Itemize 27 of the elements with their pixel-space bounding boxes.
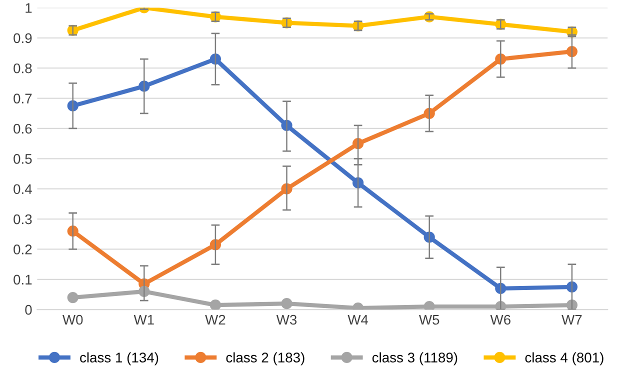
y-tick-label: 0.1 [14, 274, 32, 285]
x-tick-label: W3 [276, 314, 297, 325]
x-tick-label: W2 [205, 314, 226, 325]
y-tick-label: 0.7 [14, 94, 32, 104]
point [424, 301, 435, 310]
legend-label: class 4 (801) [525, 352, 604, 366]
y-tick-label: 0.5 [14, 154, 32, 164]
x-tick-label: W5 [418, 314, 440, 325]
x-tick-label: W6 [490, 314, 510, 325]
y-tick-label: 0.6 [14, 124, 32, 134]
y-tick-label: 0.3 [14, 214, 32, 224]
y-tick-label: 0.9 [14, 33, 32, 44]
y-tick-label: 0.2 [14, 244, 32, 254]
legend-label: class 2 (183) [226, 352, 304, 366]
legend-label: class 1 (134) [80, 352, 158, 366]
y-tick-label: 0.8 [14, 63, 32, 74]
point [281, 298, 292, 310]
y-tick-label: 1 [26, 3, 32, 13]
x-tick-label: W7 [562, 314, 582, 325]
legend-label: class 3 (1189) [372, 352, 458, 366]
y-tick-label: 0.4 [14, 184, 32, 194]
x-tick-label: W4 [348, 314, 368, 325]
x-tick-label: W0 [62, 314, 83, 325]
y-tick-label: 0 [25, 304, 32, 315]
point [210, 300, 222, 310]
point [67, 292, 78, 304]
x-tick-label: W1 [134, 314, 154, 325]
